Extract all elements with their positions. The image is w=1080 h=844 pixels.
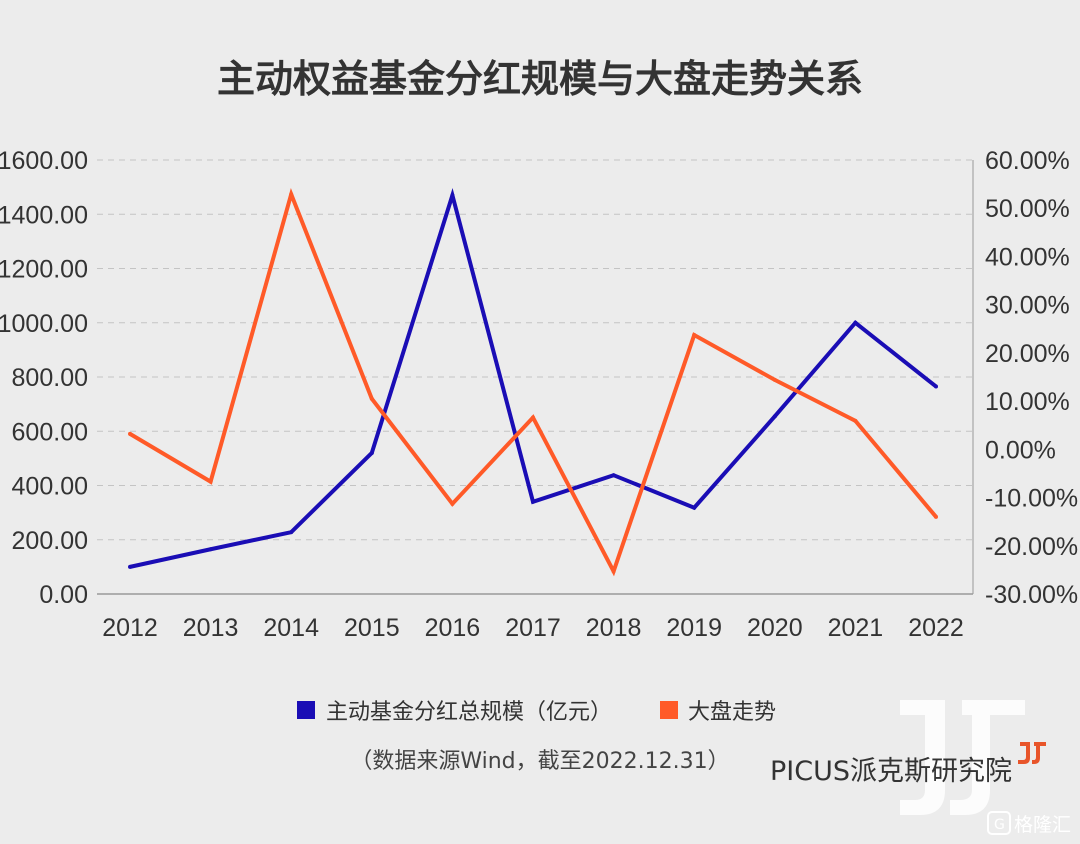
y-left-tick-label: 1200.00	[0, 256, 88, 284]
series-line-market	[128, 187, 938, 577]
y-left-tick-label: 1600.00	[0, 147, 88, 175]
watermark-text: 格隆汇	[1014, 814, 1071, 836]
watermark: G 格隆汇	[987, 811, 1071, 836]
y-right-tick-label: 20.00%	[985, 340, 1070, 368]
fund-point	[934, 384, 938, 389]
y-right-tick-label: 40.00%	[985, 243, 1070, 271]
fund-point	[772, 414, 777, 419]
y-right-tick-labels: 60.00% 50.00% 40.00% 30.00% 20.00% 10.00% 0.00…	[985, 147, 1078, 609]
x-tick-label: 2014	[263, 614, 319, 642]
x-tick-labels: 2012 2013 2014 2015 2016 2017 2018 2019 2020 2021…	[102, 614, 964, 642]
y-right-tick-label: -30.00%	[985, 581, 1078, 609]
market-point	[450, 501, 455, 506]
y-left-tick-label: 1000.00	[0, 310, 88, 338]
y-right-tick-label: 10.00%	[985, 388, 1070, 416]
fund-point	[208, 547, 213, 552]
x-tick-label: 2015	[344, 614, 400, 642]
legend-label-market: 大盘走势	[688, 700, 776, 725]
y-right-tick-label: 0.00%	[985, 436, 1056, 464]
legend: 主动基金分红总规模（亿元） 大盘走势	[297, 700, 776, 725]
y-right-tick-label: 50.00%	[985, 195, 1070, 223]
source-note: （数据来源Wind，截至2022.12.31）	[350, 749, 729, 774]
fund-point	[853, 320, 858, 325]
x-tick-label: 2017	[505, 614, 561, 642]
legend-swatch-fund	[297, 701, 315, 719]
fund-point	[450, 193, 455, 198]
market-point	[934, 514, 938, 519]
y-left-tick-labels: 1600.00 1400.00 1200.00 1000.00 800.00 600.00…	[0, 147, 88, 609]
fund-point	[692, 505, 697, 510]
fund-point	[611, 473, 616, 478]
y-right-tick-label: 30.00%	[985, 292, 1070, 320]
x-tick-label: 2020	[747, 614, 803, 642]
market-point	[692, 333, 697, 338]
grid-lines	[97, 159, 973, 541]
x-tick-label: 2016	[425, 614, 481, 642]
y-right-tick-label: -20.00%	[985, 533, 1078, 561]
y-right-tick-label: -10.00%	[985, 485, 1078, 513]
market-point	[611, 569, 616, 574]
x-tick-label: 2021	[828, 614, 884, 642]
y-left-tick-label: 400.00	[12, 473, 88, 501]
fund-point	[531, 499, 535, 504]
y-left-tick-label: 800.00	[12, 364, 88, 392]
legend-swatch-market	[660, 701, 678, 719]
y-right-tick-label: 60.00%	[985, 147, 1070, 175]
fund-point	[369, 450, 374, 455]
series-line-fund	[129, 188, 938, 569]
x-tick-label: 2012	[102, 614, 158, 642]
svg-text:G: G	[994, 817, 1005, 833]
series-layer	[128, 187, 938, 577]
market-point	[531, 415, 535, 420]
brand-text: PICUS派克斯研究院	[770, 756, 1012, 787]
legend-label-fund: 主动基金分红总规模（亿元）	[326, 700, 612, 725]
market-point	[208, 479, 213, 484]
market-point	[772, 377, 777, 382]
market-point	[128, 431, 132, 436]
watermark-icon	[987, 811, 1011, 835]
logo-mark	[900, 700, 1025, 815]
y-left-tick-label: 200.00	[12, 527, 88, 555]
market-point	[289, 192, 294, 197]
x-tick-label: 2019	[666, 614, 722, 642]
x-tick-label: 2018	[586, 614, 642, 642]
x-tick-label: 2013	[183, 614, 239, 642]
chart-title: 主动权益基金分红规模与大盘走势关系	[217, 57, 863, 101]
y-left-tick-label: 1400.00	[0, 201, 88, 229]
y-left-tick-label: 0.00	[39, 581, 88, 609]
market-point	[369, 396, 374, 401]
fund-point	[128, 564, 132, 569]
fund-point	[289, 530, 294, 535]
x-tick-label: 2022	[908, 614, 964, 642]
jf-logo-icon	[1018, 742, 1046, 764]
y-left-tick-label: 600.00	[12, 418, 88, 446]
market-point	[853, 418, 858, 423]
